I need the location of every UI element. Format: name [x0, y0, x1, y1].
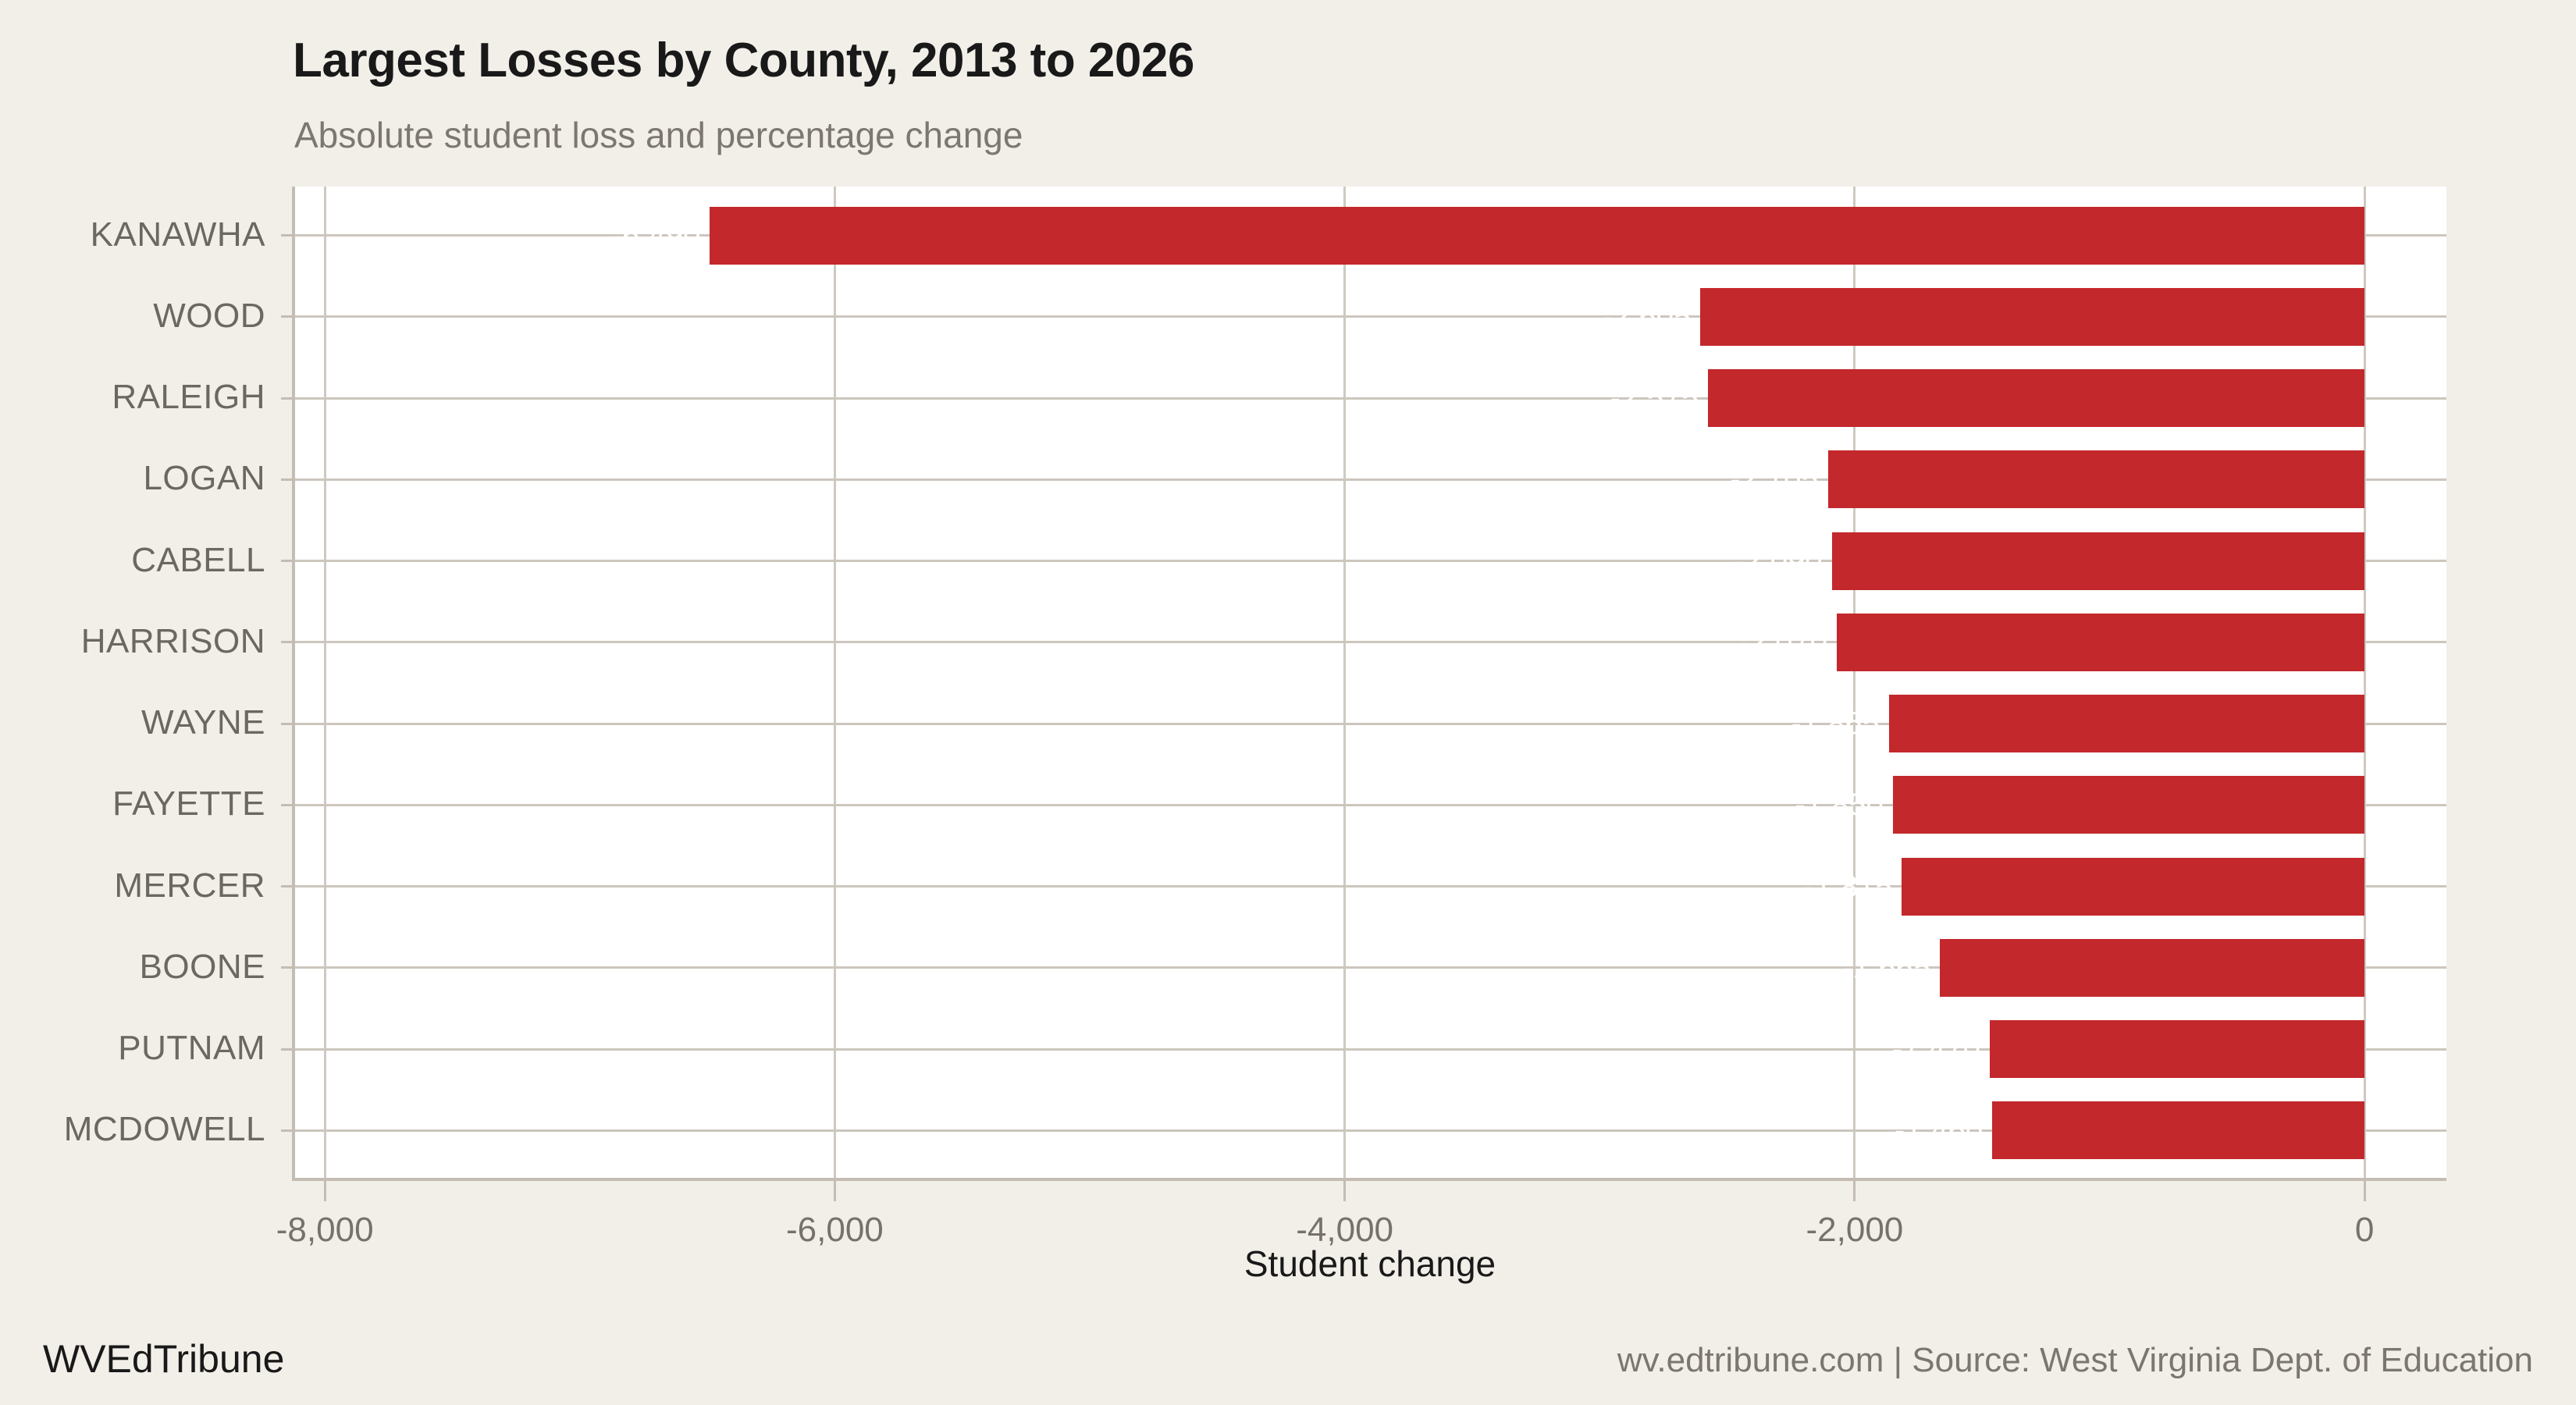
y-tick [281, 966, 294, 969]
y-label-wood: WOOD [153, 296, 265, 335]
bar-logan [1827, 450, 2365, 509]
gridline [1343, 187, 1347, 1179]
row-leader-line [294, 1048, 2446, 1051]
row-leader-line [294, 315, 2446, 318]
y-label-wayne: WAYNE [141, 703, 265, 742]
bar-boone [1940, 938, 2365, 997]
y-label-raleigh: RALEIGH [112, 378, 265, 417]
bar-value-label: -2,090 [1734, 543, 1823, 578]
x-tick [2363, 1181, 2366, 1201]
x-tick-label: -6,000 [786, 1211, 884, 1249]
row-leader-line [294, 397, 2446, 400]
y-label-harrison: HARRISON [80, 621, 265, 660]
y-tick [281, 885, 294, 888]
x-tick-label: 0 [2354, 1211, 2375, 1249]
y-tick [281, 478, 294, 481]
bar-value-label: -1,470 [1891, 1032, 1981, 1067]
row-leader-line [294, 803, 2446, 806]
y-tick [281, 560, 294, 563]
bar-putnam [1990, 1020, 2365, 1079]
y-label-cabell: CABELL [131, 540, 265, 579]
bar-kanawha [710, 206, 2365, 265]
plot-area: -6,490 -2,605 -2,575 -2,105 -2,090 -2,070 -1,8… [294, 187, 2446, 1179]
gridline [1853, 187, 1856, 1179]
bar-raleigh [1708, 369, 2365, 428]
y-axis-line [292, 187, 295, 1179]
y-tick [281, 1129, 294, 1132]
row-leader-line [294, 966, 2446, 969]
row-leader-line [294, 641, 2446, 644]
y-tick [281, 722, 294, 725]
bar-wood [1700, 287, 2365, 346]
x-axis-line [292, 1178, 2446, 1181]
bar-value-label: -1,815 [1803, 869, 1893, 904]
y-label-logan: LOGAN [143, 459, 265, 498]
x-tick [1853, 1181, 1856, 1201]
gridline [323, 187, 326, 1179]
bar-value-label: -6,490 [611, 218, 701, 253]
bar-value-label: -2,070 [1738, 624, 1828, 660]
bar-wayne [1889, 695, 2365, 753]
y-tick [281, 641, 294, 644]
bar-harrison [1837, 613, 2365, 671]
bar-cabell [1831, 532, 2365, 590]
gridline [833, 187, 836, 1179]
x-tick-label: -8,000 [276, 1211, 374, 1249]
y-label-fayette: FAYETTE [112, 784, 265, 823]
x-tick-label: -4,000 [1296, 1211, 1394, 1249]
bar-fayette [1892, 776, 2365, 834]
y-label-boone: BOONE [139, 947, 265, 986]
y-label-mercer: MERCER [114, 866, 265, 905]
y-label-putnam: PUTNAM [118, 1029, 265, 1068]
bar-mcdowell [1992, 1101, 2365, 1160]
y-tick [281, 1048, 294, 1051]
chart-title: Largest Losses by County, 2013 to 2026 [293, 34, 1194, 87]
bar-value-label: -2,605 [1602, 299, 1692, 334]
row-leader-line [294, 478, 2446, 481]
y-label-mcdowell: MCDOWELL [63, 1110, 265, 1149]
y-tick [281, 803, 294, 806]
bar-mercer [1902, 857, 2365, 916]
row-leader-line [294, 885, 2446, 888]
row-leader-line [294, 560, 2446, 563]
bar-value-label: -2,575 [1610, 381, 1699, 416]
y-tick [281, 315, 294, 318]
bar-value-label: -1,460 [1894, 1113, 1984, 1148]
row-leader-line [294, 722, 2446, 725]
bar-value-label: -1,865 [1791, 706, 1880, 742]
footer-source: wv.edtribune.com | Source: West Virginia… [1617, 1341, 2533, 1379]
y-tick [281, 234, 294, 237]
x-tick-label: -2,000 [1806, 1211, 1904, 1249]
chart-subtitle: Absolute student loss and percentage cha… [294, 115, 1023, 155]
y-label-kanawha: KANAWHA [90, 215, 265, 254]
bar-value-label: -1,850 [1795, 788, 1884, 823]
x-axis-title: Student change [1244, 1243, 1496, 1284]
row-leader-line [294, 1129, 2446, 1132]
x-tick [323, 1181, 326, 1201]
x-tick [1343, 1181, 1347, 1201]
y-tick [281, 397, 294, 400]
x-tick [833, 1181, 836, 1201]
bar-value-label: -2,105 [1730, 462, 1819, 497]
bar-value-label: -1,665 [1841, 950, 1931, 985]
gridline [2363, 187, 2366, 1179]
footer-brand: WVEdTribune [43, 1337, 285, 1381]
